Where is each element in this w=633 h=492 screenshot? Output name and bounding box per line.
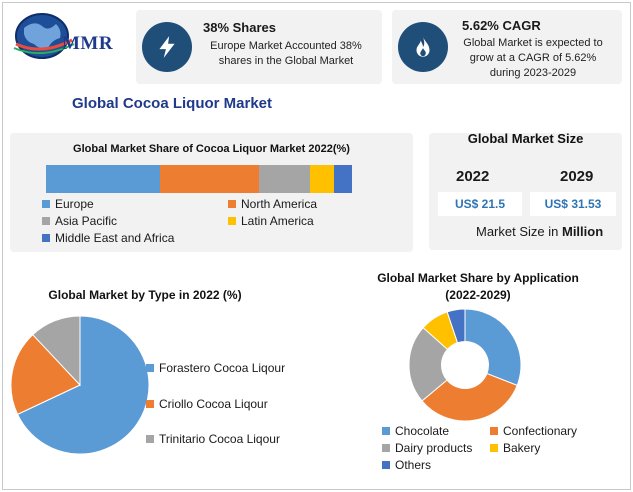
badge-shares	[142, 22, 192, 72]
donut-slice-chocolate	[464, 308, 522, 387]
year-label: 2029	[560, 168, 594, 185]
bar-segment-europe	[46, 165, 160, 193]
pie-slice-criollo-cocoa-liqour	[10, 333, 81, 416]
pie-slice-forastero-cocoa-liqour	[16, 315, 150, 455]
chart-title: Global Market Share of Cocoa Liquor Mark…	[73, 143, 350, 155]
legend-swatch	[382, 427, 390, 435]
legend-swatch	[228, 200, 236, 208]
legend-item: North America	[228, 197, 317, 211]
legend-item: Bakery	[490, 441, 540, 455]
legend-item: Chocolate	[382, 424, 449, 438]
globe-logo-icon	[13, 13, 75, 59]
market-size-unit: Market Size in Million	[476, 224, 604, 239]
application-donut-chart	[408, 308, 522, 422]
legend-item: Europe	[42, 197, 94, 211]
legend-item: Others	[382, 458, 431, 472]
market-size-title: Global Market Size	[467, 131, 584, 146]
flame-icon	[416, 36, 430, 57]
page-title: Global Cocoa Liquor Market	[72, 95, 273, 112]
legend-item: Asia Pacific	[42, 214, 117, 228]
stacked-bar-chart	[46, 165, 352, 193]
legend-item: Confectionary	[490, 424, 577, 438]
bar-segment-north-america	[160, 165, 259, 193]
info-card-text: Europe Market Accounted 38% shares in th…	[210, 40, 362, 67]
legend-swatch	[490, 427, 498, 435]
donut-slice-others	[446, 308, 466, 344]
legend-swatch	[146, 364, 154, 372]
legend-swatch	[42, 200, 50, 208]
legend-swatch	[146, 400, 154, 408]
info-card-title: 38% Shares	[203, 20, 276, 35]
legend-swatch	[146, 435, 154, 443]
legend-item: Middle East and Africa	[42, 231, 174, 245]
bar-segment-asia-pacific	[259, 165, 310, 193]
legend-swatch	[490, 444, 498, 452]
badge-cagr	[398, 22, 448, 72]
legend-swatch	[228, 217, 236, 225]
donut-slice-confectionary	[421, 372, 518, 422]
chart-title: Global Market Share by Application (2022…	[377, 271, 579, 302]
legend-item: Trinitario Cocoa Liqour	[146, 432, 280, 446]
bar-segment-latin-america	[310, 165, 334, 193]
chart-title: Global Market by Type in 2022 (%)	[48, 288, 242, 302]
pie-slice-trinitario-cocoa-liqour	[32, 315, 81, 387]
legend-swatch	[382, 444, 390, 452]
legend-item: Forastero Cocoa Liqour	[146, 361, 285, 375]
market-size-panel	[429, 133, 622, 250]
legend-swatch	[382, 461, 390, 469]
legend-swatch	[42, 234, 50, 242]
legend-swatch	[42, 217, 50, 225]
year-label: 2022	[456, 168, 490, 185]
legend-item: Dairy products	[382, 441, 472, 455]
lightning-icon	[159, 36, 175, 58]
info-card-title: 5.62% CAGR	[462, 18, 541, 33]
brand-name: MMR	[62, 33, 114, 54]
market-value: US$ 21.5	[438, 192, 522, 216]
legend-item: Latin America	[228, 214, 314, 228]
type-pie-chart	[10, 315, 150, 455]
market-value: US$ 31.53	[530, 192, 616, 216]
bar-segment-middle-east-and-africa	[334, 165, 352, 193]
info-card-text: Global Market is expected to grow at a C…	[463, 37, 603, 79]
legend-item: Criollo Cocoa Liqour	[146, 397, 268, 411]
